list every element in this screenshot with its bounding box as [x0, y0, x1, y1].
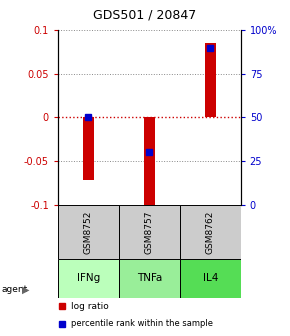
Bar: [119, 259, 180, 298]
Bar: [83, 118, 94, 180]
Bar: [119, 205, 180, 259]
Text: IL4: IL4: [202, 274, 218, 283]
Bar: [144, 118, 155, 212]
Text: log ratio: log ratio: [71, 302, 108, 311]
Text: GSM8752: GSM8752: [84, 210, 93, 254]
Text: GDS501 / 20847: GDS501 / 20847: [93, 9, 197, 22]
Text: TNFa: TNFa: [137, 274, 162, 283]
Text: GSM8757: GSM8757: [145, 210, 154, 254]
Text: ▶: ▶: [22, 285, 29, 295]
Bar: [180, 259, 241, 298]
Text: GSM8762: GSM8762: [206, 210, 215, 254]
Bar: [58, 205, 119, 259]
Bar: [180, 205, 241, 259]
Text: IFNg: IFNg: [77, 274, 100, 283]
Text: percentile rank within the sample: percentile rank within the sample: [71, 320, 213, 328]
Bar: [205, 43, 216, 118]
Text: agent: agent: [1, 285, 28, 294]
Bar: [58, 259, 119, 298]
